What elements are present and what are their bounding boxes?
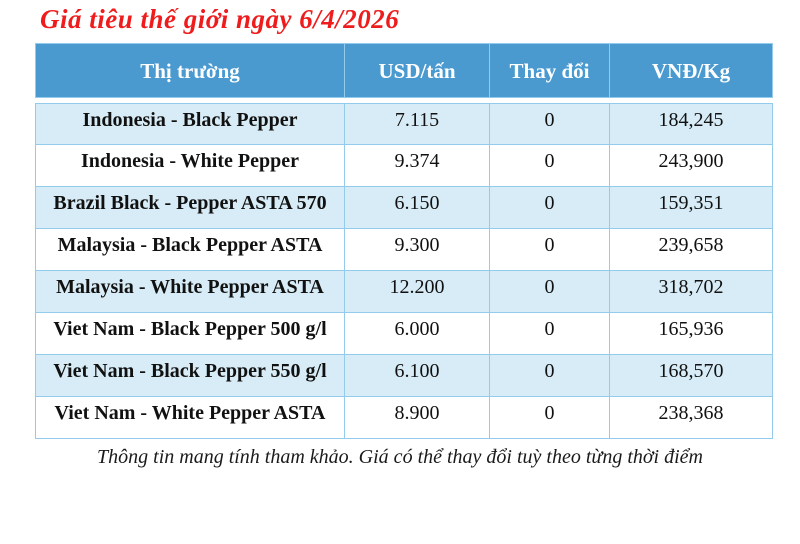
header-vnd: VNĐ/Kg	[610, 43, 773, 98]
market-cell: Viet Nam - White Pepper ASTA	[35, 397, 345, 439]
usd-cell: 7.115	[345, 103, 490, 145]
change-cell: 0	[490, 187, 610, 229]
vnd-cell: 239,658	[610, 229, 773, 271]
header-usd: USD/tấn	[345, 43, 490, 98]
market-cell: Viet Nam - Black Pepper 550 g/l	[35, 355, 345, 397]
usd-cell: 6.100	[345, 355, 490, 397]
page-title: Giá tiêu thế giới ngày 6/4/2026	[40, 4, 400, 34]
disclaimer-note: Thông tin mang tính tham khảo. Giá có th…	[97, 446, 703, 468]
change-cell: 0	[490, 145, 610, 187]
header-gap	[35, 98, 773, 103]
market-cell: Indonesia - Black Pepper	[35, 103, 345, 145]
header-row: Thị trường USD/tấn Thay đổi VNĐ/Kg	[35, 43, 773, 98]
table-row: Malaysia - Black Pepper ASTA 9.300 0 239…	[35, 229, 773, 271]
table-row: Indonesia - White Pepper 9.374 0 243,900	[35, 145, 773, 187]
change-cell: 0	[490, 355, 610, 397]
table-row: Brazil Black - Pepper ASTA 570 6.150 0 1…	[35, 187, 773, 229]
usd-cell: 9.374	[345, 145, 490, 187]
vnd-cell: 168,570	[610, 355, 773, 397]
usd-cell: 8.900	[345, 397, 490, 439]
market-cell: Malaysia - Black Pepper ASTA	[35, 229, 345, 271]
vnd-cell: 184,245	[610, 103, 773, 145]
change-cell: 0	[490, 271, 610, 313]
change-cell: 0	[490, 397, 610, 439]
usd-cell: 9.300	[345, 229, 490, 271]
table-row: Viet Nam - White Pepper ASTA 8.900 0 238…	[35, 397, 773, 439]
market-cell: Brazil Black - Pepper ASTA 570	[35, 187, 345, 229]
change-cell: 0	[490, 103, 610, 145]
vnd-cell: 165,936	[610, 313, 773, 355]
table-row: Viet Nam - Black Pepper 500 g/l 6.000 0 …	[35, 313, 773, 355]
usd-cell: 12.200	[345, 271, 490, 313]
change-cell: 0	[490, 229, 610, 271]
table-row: Malaysia - White Pepper ASTA 12.200 0 31…	[35, 271, 773, 313]
vnd-cell: 238,368	[610, 397, 773, 439]
market-cell: Malaysia - White Pepper ASTA	[35, 271, 345, 313]
vnd-cell: 243,900	[610, 145, 773, 187]
table-header: Thị trường USD/tấn Thay đổi VNĐ/Kg	[35, 43, 773, 103]
vnd-cell: 159,351	[610, 187, 773, 229]
header-change: Thay đổi	[490, 43, 610, 98]
usd-cell: 6.000	[345, 313, 490, 355]
table-row: Viet Nam - Black Pepper 550 g/l 6.100 0 …	[35, 355, 773, 397]
vnd-cell: 318,702	[610, 271, 773, 313]
header-market: Thị trường	[35, 43, 345, 98]
usd-cell: 6.150	[345, 187, 490, 229]
market-cell: Indonesia - White Pepper	[35, 145, 345, 187]
change-cell: 0	[490, 313, 610, 355]
market-cell: Viet Nam - Black Pepper 500 g/l	[35, 313, 345, 355]
pepper-price-table: Thị trường USD/tấn Thay đổi VNĐ/Kg Indon…	[35, 43, 773, 439]
table-body: Indonesia - Black Pepper 7.115 0 184,245…	[35, 103, 773, 439]
table-row: Indonesia - Black Pepper 7.115 0 184,245	[35, 103, 773, 145]
